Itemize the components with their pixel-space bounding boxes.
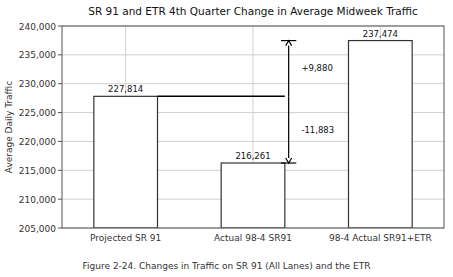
x-tick-label: 98-4 Actual SR91+ETR — [329, 233, 432, 243]
y-tick — [58, 170, 62, 171]
caption: Figure 2-24. Changes in Traffic on SR 91… — [83, 261, 371, 271]
y-tick-label: 240,000 — [19, 22, 56, 32]
chart: 205,000 210,000 215,000 220,000 225,000 230,0… — [0, 0, 453, 277]
y-tick-label: 215,000 — [19, 166, 56, 176]
y-tick-label: 230,000 — [19, 79, 56, 89]
y-tick — [58, 199, 62, 200]
arrow-down-head — [286, 158, 292, 163]
arrow-up-shaft — [288, 46, 289, 97]
annotation: -11,883 — [301, 125, 334, 135]
y-axis-label: Average Daily Traffic — [4, 81, 14, 174]
annotations — [158, 41, 297, 163]
arrow-down-cap — [281, 162, 296, 163]
y-tick — [58, 112, 62, 113]
title: SR 91 and ETR 4th Quarter Change in Aver… — [88, 5, 418, 17]
y-tick — [58, 26, 62, 27]
bar — [221, 163, 285, 228]
bars — [94, 41, 412, 228]
plot-frame — [62, 26, 444, 228]
plot-area — [62, 26, 444, 228]
y-tick — [58, 54, 62, 55]
y-tick-label: 220,000 — [19, 137, 56, 147]
y-tick-label: 210,000 — [19, 195, 56, 205]
arrow-up — [281, 41, 296, 97]
reference-line — [158, 96, 285, 98]
data-label: 227,814 — [108, 84, 143, 94]
data-label: 237,474 — [363, 29, 398, 39]
arrow-up-cap — [281, 40, 296, 41]
arrow-up-head — [286, 41, 292, 46]
y-tick-label: 205,000 — [19, 224, 56, 234]
bar — [94, 96, 158, 228]
y-tick-label: 225,000 — [19, 108, 56, 118]
bar — [349, 41, 413, 228]
arrow-down-shaft — [288, 96, 289, 158]
y-tick — [58, 228, 62, 229]
arrow-down — [281, 96, 296, 163]
x-tick-label: Projected SR 91 — [90, 233, 161, 243]
y-tick-label: 235,000 — [19, 50, 56, 60]
annotation: +9,880 — [301, 63, 332, 73]
data-label: 216,261 — [235, 151, 270, 161]
x-tick-label: Actual 98-4 SR91 — [214, 233, 292, 243]
y-tick — [58, 83, 62, 84]
y-tick — [58, 141, 62, 142]
